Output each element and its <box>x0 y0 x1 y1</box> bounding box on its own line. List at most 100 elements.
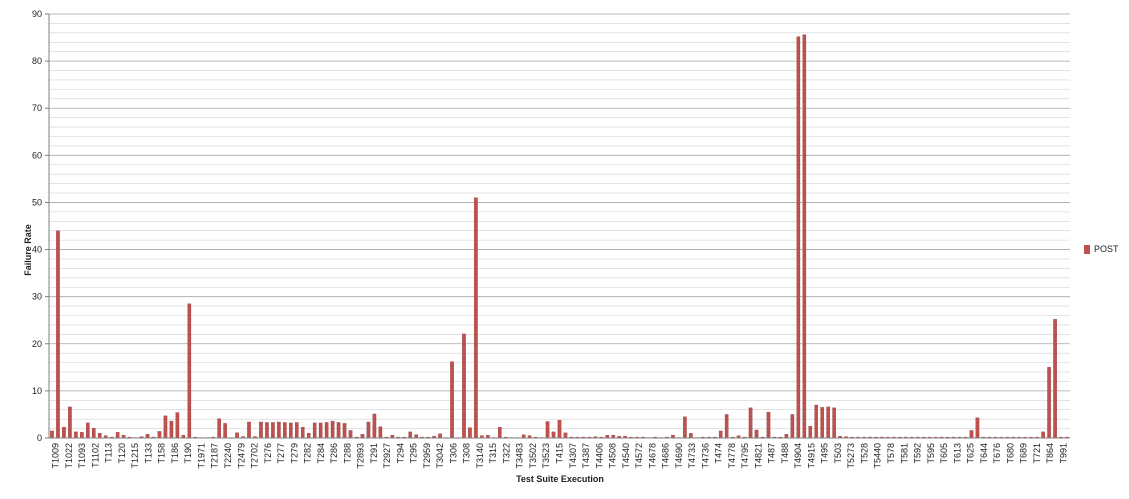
x-tick-label: T315 <box>488 443 498 464</box>
bar <box>336 422 341 439</box>
bar <box>217 418 221 439</box>
bar <box>832 407 836 439</box>
x-tick-label: T276 <box>263 443 273 464</box>
bars <box>50 34 1069 439</box>
x-tick-label: T1215 <box>130 443 140 469</box>
x-tick-label: T294 <box>395 443 405 464</box>
bar <box>62 427 66 439</box>
x-tick-label: T4678 <box>647 443 657 469</box>
bar <box>802 34 807 439</box>
x-tick-label: T308 <box>462 443 472 464</box>
bar <box>1053 319 1057 439</box>
x-tick-label: T2479 <box>236 443 246 469</box>
x-tick-label: T286 <box>329 443 339 464</box>
x-tick-label: T644 <box>979 443 989 464</box>
bar <box>277 421 281 439</box>
x-tick-label: T2959 <box>422 443 432 469</box>
bar <box>826 406 830 439</box>
y-tick-label: 30 <box>32 292 42 302</box>
bar <box>814 404 819 439</box>
bar <box>169 420 174 439</box>
x-tick-label: T495 <box>820 443 830 464</box>
x-tick-label: T2927 <box>382 443 392 469</box>
x-tick-label: T4778 <box>727 443 737 469</box>
x-tick-label: T1022 <box>64 443 74 469</box>
bar <box>796 36 801 439</box>
bar <box>157 431 162 439</box>
x-tick-label: T288 <box>342 443 352 464</box>
x-tick-label: T4540 <box>621 443 631 469</box>
x-tick-label: T322 <box>501 443 511 464</box>
bar <box>408 431 413 439</box>
bar <box>438 433 442 439</box>
x-tick-label: T4690 <box>674 443 684 469</box>
bar <box>563 432 568 439</box>
bar <box>1041 431 1045 439</box>
x-tick-label: T581 <box>899 443 909 464</box>
x-tick-label: T528 <box>859 443 869 464</box>
bar <box>754 429 759 439</box>
x-tick-label: T864 <box>1045 443 1055 464</box>
bar <box>975 417 980 439</box>
bar <box>163 415 168 439</box>
x-tick-label: T595 <box>926 443 936 464</box>
bar <box>86 422 90 439</box>
bar <box>468 427 472 439</box>
x-tick-label: T158 <box>157 443 167 464</box>
bar <box>271 422 275 439</box>
bar <box>223 423 227 439</box>
x-tick-label: T113 <box>104 443 114 463</box>
bar <box>56 230 60 439</box>
x-tick-label: T578 <box>886 443 896 464</box>
bar <box>557 419 562 439</box>
x-tick-label: T4572 <box>634 443 644 469</box>
x-tick-label: T4686 <box>661 443 671 469</box>
bar <box>247 421 251 439</box>
x-tick-label: T721 <box>1032 443 1042 464</box>
x-tick-label: T2187 <box>210 443 220 469</box>
x-tick-label: T4307 <box>568 443 578 469</box>
bar <box>50 430 54 439</box>
bar <box>820 407 825 439</box>
bar <box>366 421 371 439</box>
y-tick-label: 60 <box>32 150 42 160</box>
x-tick-label: T277 <box>276 443 286 464</box>
bar <box>97 433 102 439</box>
x-tick-label: T279 <box>289 443 299 464</box>
y-tick-label: 20 <box>32 339 42 349</box>
legend: POST <box>1084 244 1119 254</box>
bar <box>360 434 365 439</box>
x-axis-title: Test Suite Execution <box>516 474 604 484</box>
x-tick-label: T1009 <box>51 443 61 469</box>
x-tick-label: T4406 <box>594 443 604 469</box>
x-tick-label: T3042 <box>435 443 445 469</box>
x-tick-label: T190 <box>183 443 193 464</box>
x-tick-label: T625 <box>966 443 976 464</box>
x-tick-label: T689 <box>1019 443 1029 464</box>
x-tick-label: T613 <box>952 443 962 464</box>
x-tick-label: T474 <box>714 443 724 464</box>
x-tick-label: T415 <box>555 443 565 464</box>
bar <box>718 430 723 439</box>
bar <box>969 430 974 439</box>
bar <box>91 427 96 439</box>
x-tick-label: T592 <box>913 443 923 464</box>
bar <box>766 411 771 439</box>
bar <box>474 197 478 439</box>
bar <box>259 421 263 439</box>
legend-swatch <box>1084 244 1090 254</box>
x-tick-label: T4904 <box>793 443 803 469</box>
x-tick-label: T680 <box>1005 443 1015 464</box>
x-tick-label: T4508 <box>608 443 618 469</box>
x-tick-label: T120 <box>117 443 127 464</box>
x-tick-label: T295 <box>409 443 419 464</box>
bar <box>324 422 329 439</box>
bar <box>498 427 502 439</box>
bar <box>80 432 84 439</box>
y-axis-tick-labels: 0 10 20 30 40 50 60 70 80 90 <box>32 9 42 443</box>
bar <box>330 420 335 439</box>
x-tick-label: T4821 <box>753 443 763 469</box>
x-tick-label: T4795 <box>740 443 750 469</box>
x-tick-label: T605 <box>939 443 949 464</box>
